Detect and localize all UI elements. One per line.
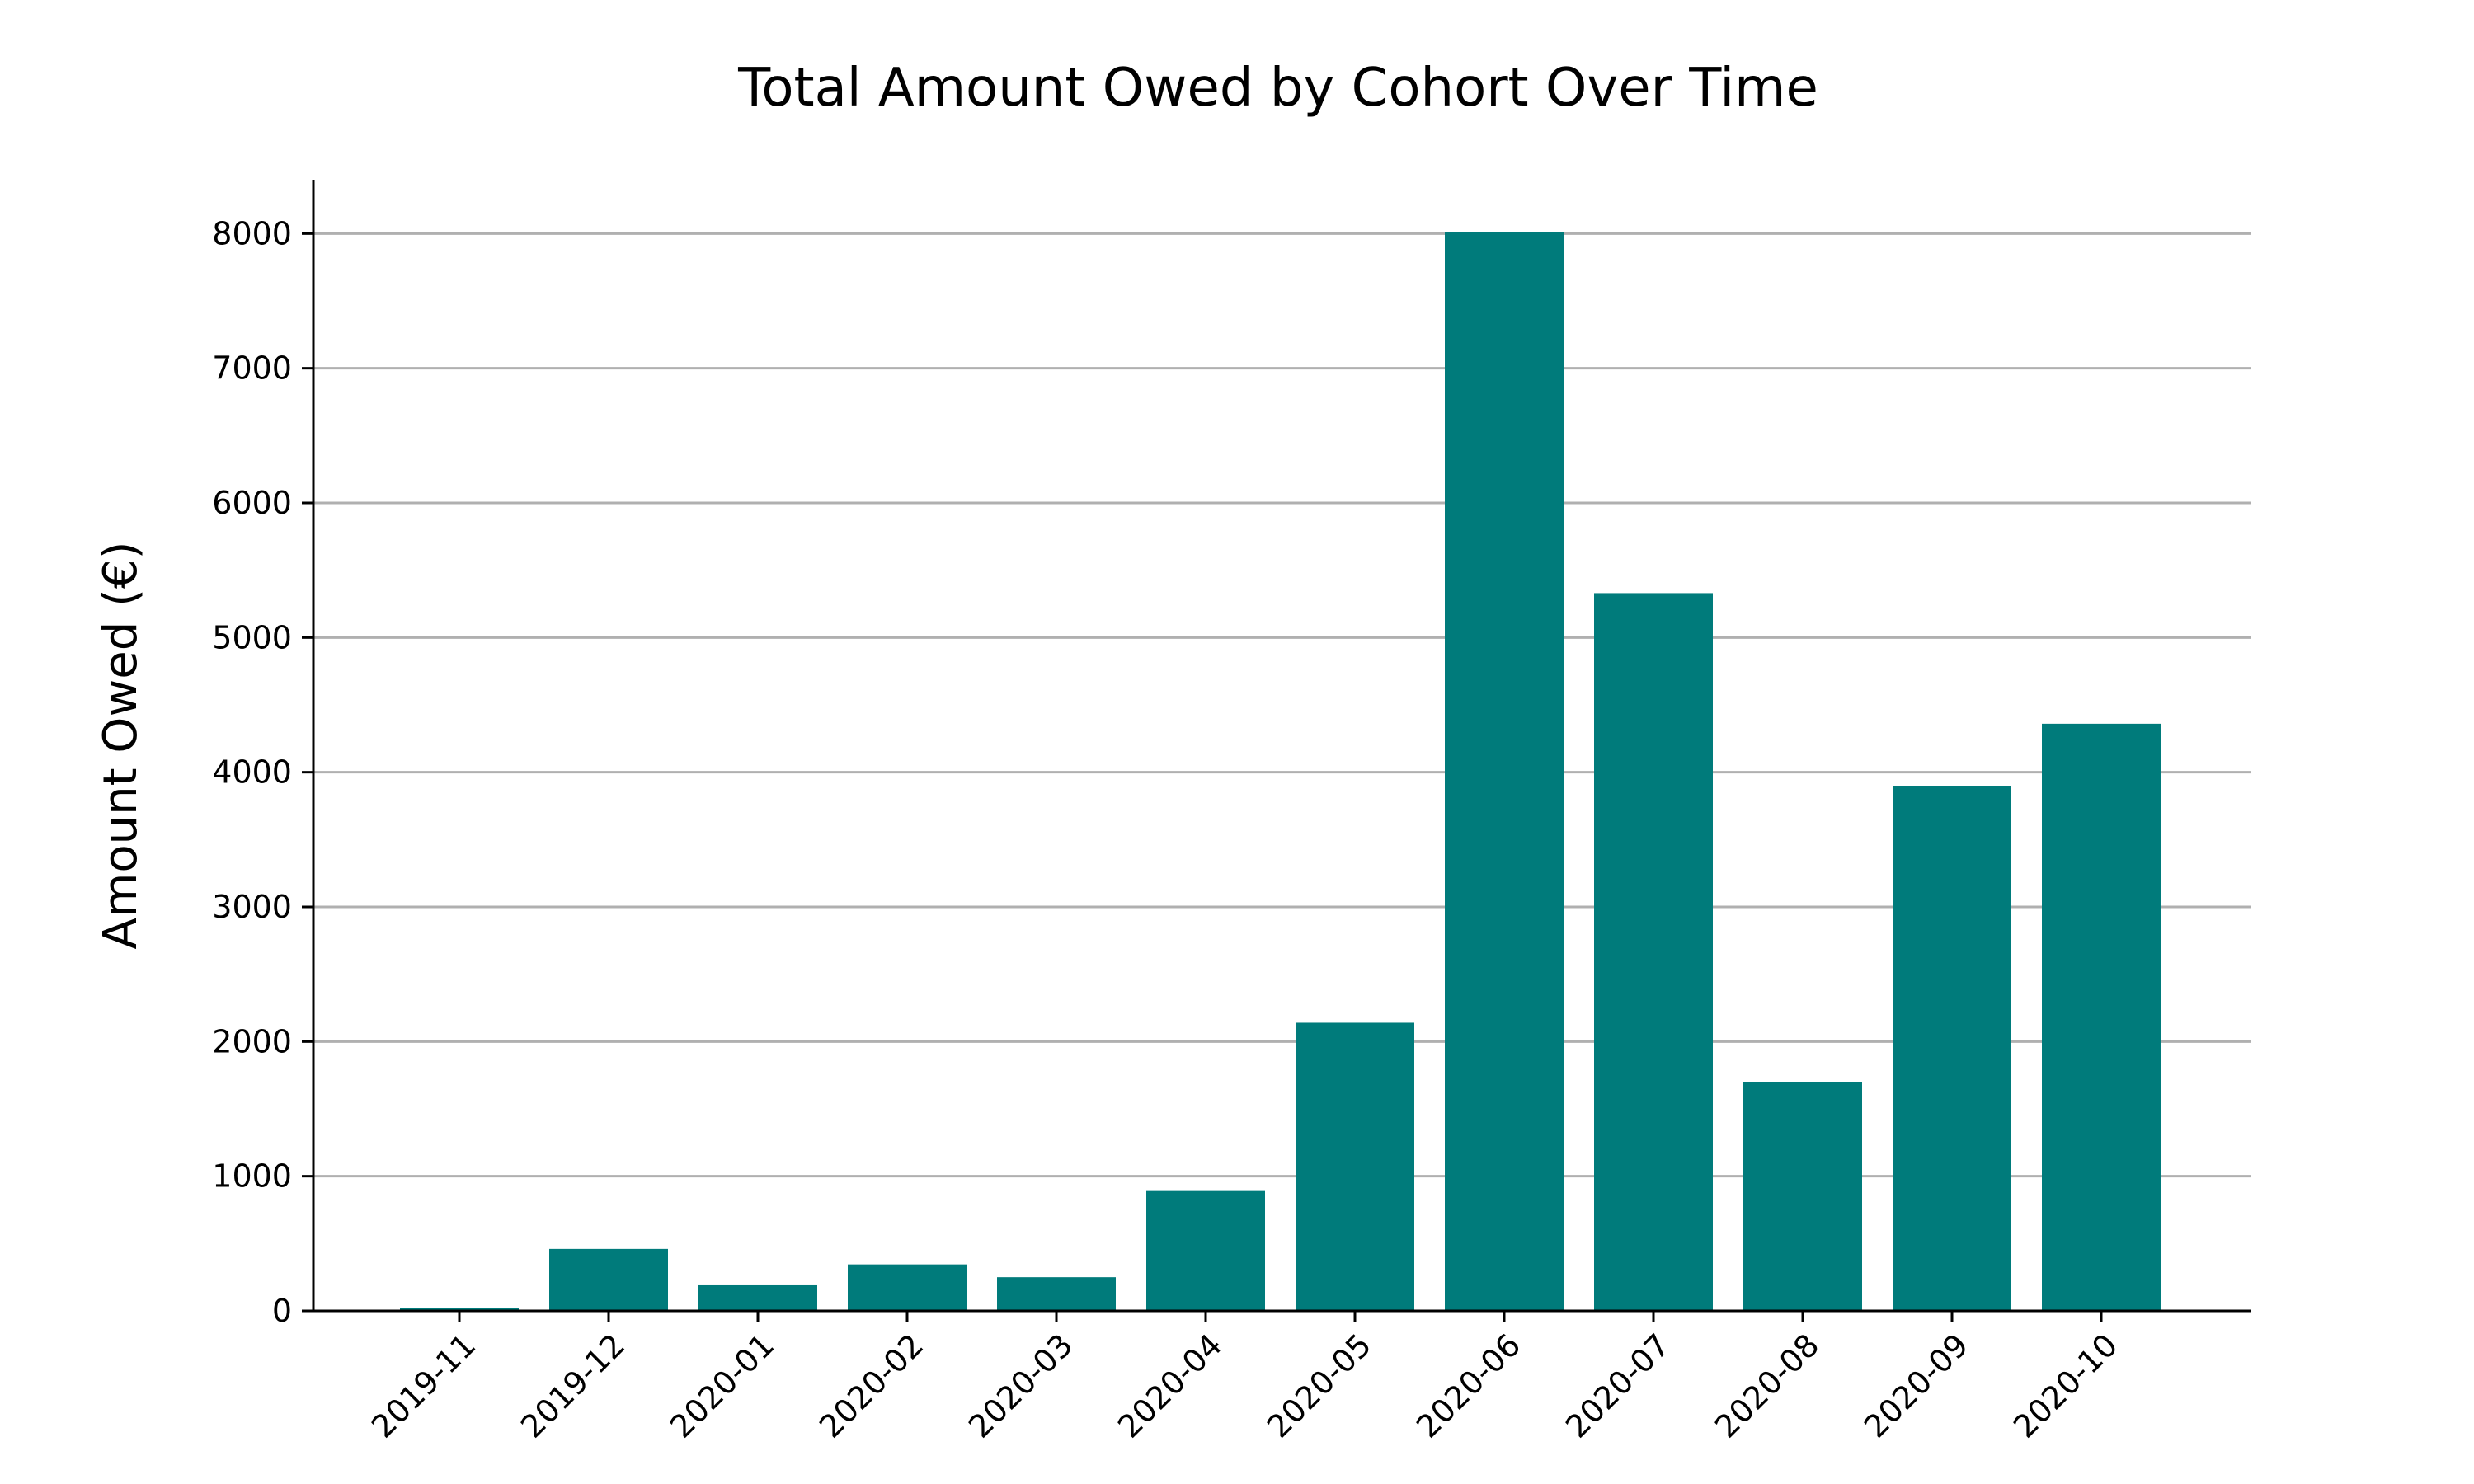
x-ticks: 2019-11 2019-12 2020-01 2020-02 2020-03 2020-… [365,1311,2124,1445]
x-tick-label: 2020-10 [2006,1327,2124,1444]
chart-title: Total Amount Owed by Cohort Over Time [737,58,1818,119]
y-tick-label: 6000 [212,485,292,521]
bar-2020-04 [1146,1190,1265,1311]
x-tick-label: 2019-12 [514,1327,632,1444]
x-tick-label: 2020-06 [1409,1327,1527,1444]
y-tick-label: 0 [272,1293,292,1329]
bar-2020-05 [1296,1022,1414,1311]
bar-2020-08 [1743,1082,1862,1311]
y-tick-label: 8000 [212,215,292,251]
x-tick-label: 2020-04 [1111,1327,1229,1444]
bar-2019-11 [400,1308,519,1311]
x-tick-label: 2020-07 [1559,1327,1677,1444]
gridlines [313,232,2251,1178]
y-tick-label: 2000 [212,1023,292,1059]
x-tick-label: 2020-02 [812,1327,930,1444]
x-tick-label: 2020-03 [962,1327,1079,1444]
y-ticks: 0 1000 2000 3000 4000 5000 6000 7000 8000 [212,215,313,1329]
x-tick-label: 2020-05 [1260,1327,1378,1444]
y-tick-label: 3000 [212,889,292,925]
x-tick-label: 2020-08 [1708,1327,1826,1444]
y-tick-label: 5000 [212,619,292,655]
bar-2020-01 [698,1284,817,1311]
bar-2020-03 [997,1277,1116,1311]
y-axis-label: Amount Owed (€) [94,542,148,950]
x-tick-label: 2019-11 [365,1327,482,1444]
bar-2020-09 [1893,786,2011,1311]
y-tick-label: 7000 [212,350,292,387]
bars [400,232,2161,1312]
bar-2020-07 [1594,593,1713,1311]
bar-2019-12 [549,1248,668,1311]
bar-2020-10 [2042,723,2161,1311]
bar-2020-06 [1445,232,1564,1312]
x-tick-label: 2020-01 [663,1327,781,1444]
bar-2020-02 [848,1264,967,1311]
x-tick-label: 2020-09 [1857,1327,1975,1444]
y-tick-label: 4000 [212,754,292,791]
y-tick-label: 1000 [212,1158,292,1195]
